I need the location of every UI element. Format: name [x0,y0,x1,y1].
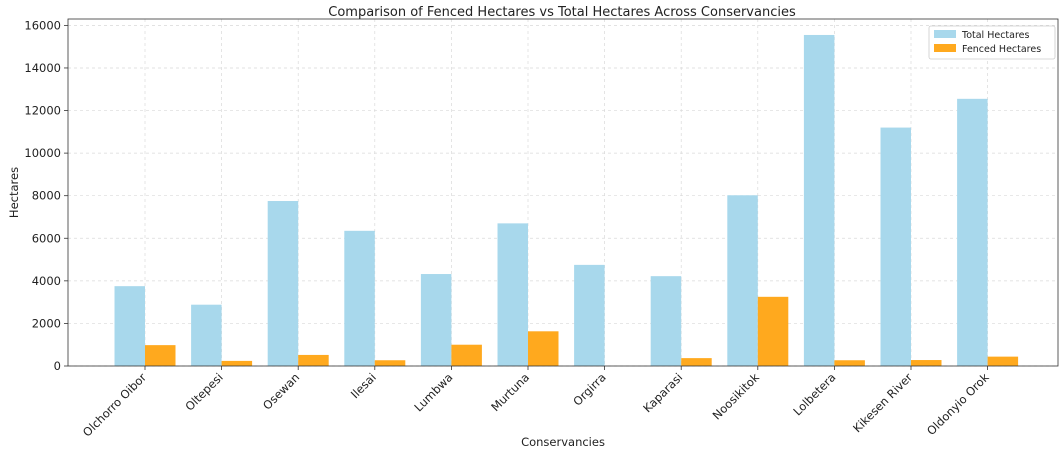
bar-total-hectares [957,98,988,366]
bar-fenced-hectares [145,345,176,366]
bar-fenced-hectares [834,360,865,366]
y-axis-label: Hectares [7,167,21,218]
x-tick-label: Oldonyio Orok [924,370,992,438]
bar-fenced-hectares [298,354,329,366]
y-tick-label: 8000 [32,189,61,203]
x-tick-label: Kikesen River [850,370,915,435]
x-tick-label: Lumbwa [411,370,455,414]
bar-total-hectares [497,223,528,366]
y-tick-label: 6000 [32,231,61,245]
bar-total-hectares [420,274,452,366]
y-tick-label: 4000 [32,274,61,288]
bars [114,34,1019,367]
x-axis-ticks: Olchorro Oibor Oltepesi Osewan Ilesai Lumbwa… [80,366,992,439]
bar-fenced-hectares [757,296,789,366]
bar-total-hectares [114,286,145,366]
legend-swatch-fenced [934,44,956,52]
bar-total-hectares [267,201,299,366]
legend: Total Hectares Fenced Hectares [928,25,1056,60]
y-tick-label: 0 [54,359,61,373]
bar-total-hectares [344,230,375,366]
x-tick-label: Noosikitok [710,370,763,423]
legend-box [928,25,1056,60]
bar-fenced-hectares [221,360,253,366]
x-axis-label: Conservancies [521,435,605,449]
x-tick-label: Oltepesi [182,370,225,413]
bar-fenced-hectares [681,358,712,366]
x-tick-label: Olchorro Oibor [80,370,149,439]
legend-label-fenced: Fenced Hectares [962,44,1041,55]
x-tick-label: Murtuna [488,370,532,414]
y-tick-label: 14000 [24,61,61,75]
bar-total-hectares [880,127,911,366]
plot-frame [67,18,1059,367]
x-tick-label: Lolbetera [790,370,838,418]
y-tick-label: 2000 [32,316,61,330]
bar-fenced-hectares [911,360,942,366]
bar-fenced-hectares [451,344,482,366]
bar-total-hectares [191,304,222,366]
y-tick-label: 12000 [24,104,61,118]
bar-total-hectares [727,195,758,366]
x-tick-label: Osewan [260,370,302,412]
legend-label-total: Total Hectares [961,30,1030,41]
chart-title: Comparison of Fenced Hectares vs Total H… [328,5,796,20]
x-tick-label: Ilesai [348,370,379,401]
bar-total-hectares [650,276,682,366]
y-axis-ticks: 0 2000 4000 6000 8000 10000 12000 14000 16000 [24,18,68,373]
y-tick-label: 10000 [24,146,61,160]
x-tick-label: Orgirra [570,370,608,408]
bar-fenced-hectares [987,356,1019,366]
bar-fenced-hectares [528,331,559,366]
bar-fenced-hectares [374,360,406,366]
legend-swatch-total [934,30,956,38]
y-tick-label: 16000 [24,18,61,32]
bar-total-hectares [803,34,835,367]
axes [67,18,1059,367]
bar-total-hectares [574,264,605,366]
x-tick-label: Kaparasi [640,370,685,415]
